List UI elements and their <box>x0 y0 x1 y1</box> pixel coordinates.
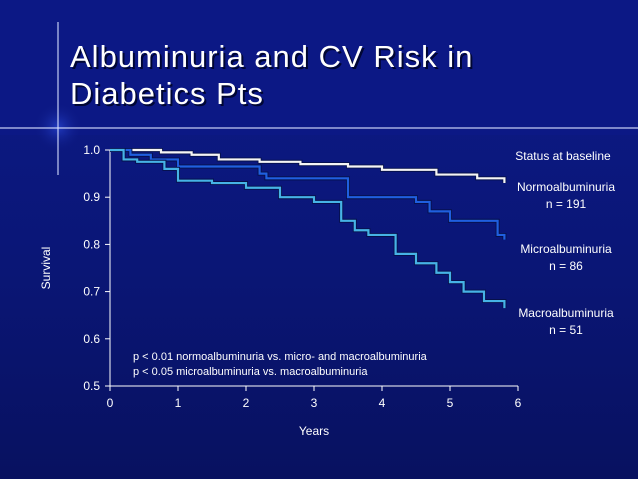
x-tick-label: 6 <box>515 396 522 410</box>
page-title: Albuminuria and CV Risk in Diabetics Pts <box>70 38 630 112</box>
axes: 0.5 0.6 0.7 0.8 0.9 1.0 0 1 2 3 4 5 6 Years Survival <box>39 143 522 438</box>
y-tick-label: 0.6 <box>83 332 100 346</box>
title-line-1: Albuminuria and CV Risk in <box>70 39 474 74</box>
x-tick-label: 3 <box>311 396 318 410</box>
legend-title: Status at baseline <box>515 149 611 163</box>
y-tick-label: 0.5 <box>83 379 100 393</box>
series-count-normoalbuminuria: n = 191 <box>546 197 587 211</box>
x-tick-label: 4 <box>379 396 386 410</box>
y-axis-label: Survival <box>39 247 53 290</box>
title-line-2: Diabetics Pts <box>70 76 264 111</box>
labels-layer: Status at baseline Normoalbuminuria n = 19… <box>133 149 615 378</box>
series-label-microalbuminuria: Microalbuminuria <box>520 242 612 256</box>
series-label-normoalbuminuria: Normoalbuminuria <box>517 180 615 194</box>
x-tick-label: 5 <box>447 396 454 410</box>
y-tick-label: 0.7 <box>83 285 100 299</box>
series-count-microalbuminuria: n = 86 <box>549 259 583 273</box>
top-band <box>0 0 638 135</box>
series-line-microalbuminuria <box>110 148 506 240</box>
p-value-annotation: p < 0.01 normoalbuminuria vs. micro- and… <box>133 351 428 363</box>
x-axis-label: Years <box>299 424 329 438</box>
p-value-annotation: p < 0.05 microalbuminuria vs. macroalbum… <box>133 366 368 378</box>
x-tick-label: 0 <box>107 396 114 410</box>
series-count-macroalbuminuria: n = 51 <box>549 323 583 337</box>
y-tick-label: 0.8 <box>83 237 100 251</box>
y-tick-label: 0.9 <box>83 190 100 204</box>
x-tick-label: 2 <box>243 396 250 410</box>
series-line-normoalbuminuria <box>110 148 506 184</box>
x-tick-label: 1 <box>175 396 182 410</box>
series-layer <box>110 148 507 309</box>
series-label-macroalbuminuria: Macroalbuminuria <box>518 306 614 320</box>
y-tick-label: 1.0 <box>83 143 100 157</box>
series-line-macroalbuminuria <box>110 148 506 309</box>
